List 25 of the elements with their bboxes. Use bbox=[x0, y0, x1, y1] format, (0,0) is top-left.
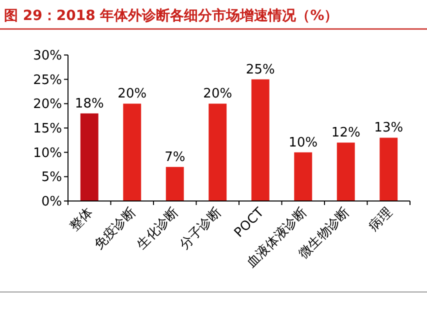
y-tick-label: 0% bbox=[41, 194, 62, 210]
data-label: 7% bbox=[164, 150, 186, 165]
data-label: 25% bbox=[246, 62, 275, 78]
bar bbox=[380, 138, 398, 201]
y-tick-label: 15% bbox=[33, 122, 62, 136]
bar bbox=[123, 104, 142, 201]
x-tick-label: 病理 bbox=[366, 205, 396, 234]
data-label: 20% bbox=[118, 86, 147, 102]
bar bbox=[166, 166, 184, 201]
data-label: 10% bbox=[288, 135, 318, 150]
chart-title: 图 29：2018 年体外诊断各细分市场增速情况（%） bbox=[4, 7, 338, 24]
bar bbox=[251, 79, 270, 201]
y-tick-label: 5% bbox=[41, 170, 62, 186]
bar bbox=[208, 104, 227, 201]
y-tick-label: 10% bbox=[33, 146, 62, 161]
y-tick-label: 25% bbox=[33, 72, 62, 88]
bar bbox=[294, 152, 312, 201]
data-label: 12% bbox=[331, 126, 360, 141]
y-tick-label: 20% bbox=[33, 97, 62, 112]
y-tick-label: 30% bbox=[33, 48, 62, 64]
bar bbox=[80, 113, 98, 201]
data-label: 18% bbox=[74, 96, 104, 112]
bar bbox=[336, 142, 355, 201]
data-label: 20% bbox=[203, 86, 232, 102]
data-label: 13% bbox=[374, 120, 404, 136]
